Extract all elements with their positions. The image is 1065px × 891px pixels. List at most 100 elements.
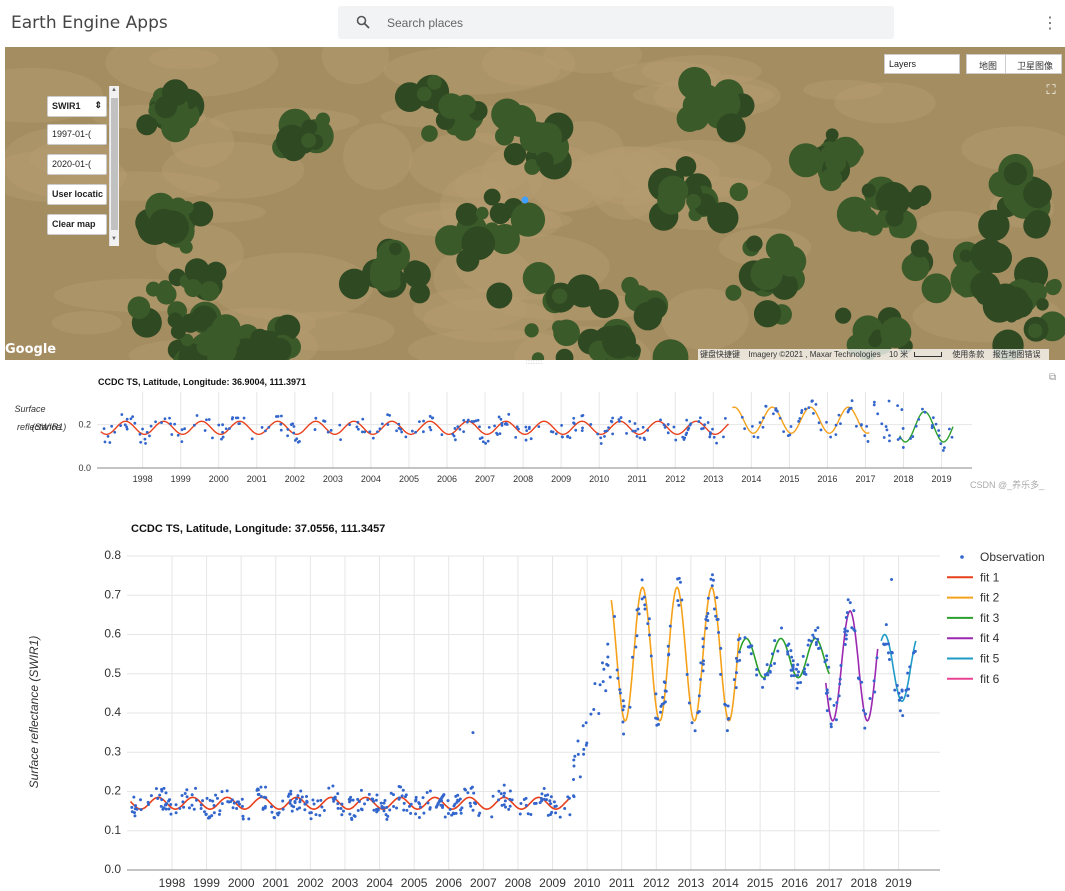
map-type-satellite-button[interactable]: 卫星图像 xyxy=(1017,61,1054,71)
observation-point xyxy=(145,430,149,434)
observation-point xyxy=(884,623,888,627)
observation-point xyxy=(312,802,316,806)
observation-point xyxy=(540,792,544,796)
observation-point xyxy=(582,752,586,756)
observation-point xyxy=(854,424,858,428)
observation-point xyxy=(897,698,901,702)
observation-point xyxy=(410,429,414,433)
observation-point xyxy=(622,732,626,736)
end-date-input[interactable]: 2020-01-( xyxy=(47,154,107,175)
y-tick-label: 0.8 xyxy=(104,548,121,562)
observation-point xyxy=(305,800,309,804)
search-input[interactable]: Search places xyxy=(387,16,464,30)
observation-point xyxy=(519,801,523,805)
layers-dropdown[interactable]: Layers xyxy=(884,54,960,74)
legend-label: fit 2 xyxy=(980,591,1000,605)
observation-point xyxy=(288,802,292,806)
observation-point xyxy=(773,639,777,643)
observation-point xyxy=(326,430,330,434)
satellite-map[interactable] xyxy=(5,47,1065,360)
observation-point xyxy=(724,416,727,420)
y-tick-label: 0.3 xyxy=(104,744,121,758)
control-panel: SWIR1 ⇕ 1997-01-( 2020-01-( User locatic … xyxy=(45,86,120,246)
observation-point xyxy=(471,731,475,735)
search-box[interactable]: Search places xyxy=(338,6,894,39)
observation-point xyxy=(549,795,553,799)
x-tick-label: 2006 xyxy=(437,474,457,484)
observation-point xyxy=(451,432,455,436)
observation-point xyxy=(717,631,721,635)
observation-point xyxy=(404,435,408,439)
x-tick-label: 2003 xyxy=(323,474,343,484)
observation-point xyxy=(367,792,371,796)
observation-point xyxy=(421,430,425,434)
observation-point xyxy=(755,668,759,672)
keyboard-shortcuts-link[interactable]: 键盘快捷键 xyxy=(700,350,740,359)
observation-point xyxy=(884,425,888,428)
observation-point xyxy=(606,663,610,667)
clear-map-button[interactable]: Clear map xyxy=(47,214,107,235)
observation-point xyxy=(865,424,869,428)
observation-point xyxy=(666,423,670,426)
observation-point xyxy=(646,622,650,626)
observation-point xyxy=(169,802,173,806)
panel-resize-handle[interactable]: :::::::::: xyxy=(525,360,543,366)
observation-point xyxy=(220,802,224,806)
observation-point xyxy=(339,807,343,811)
observation-point xyxy=(761,685,765,689)
observation-point xyxy=(589,423,593,426)
observation-point xyxy=(386,413,390,417)
user-location-button[interactable]: User locatic xyxy=(47,184,107,205)
observation-point xyxy=(710,584,714,588)
observation-point xyxy=(417,420,421,424)
observation-point xyxy=(154,787,158,791)
terms-link[interactable]: 使用条款 xyxy=(952,350,985,359)
observation-point xyxy=(895,683,899,687)
observation-point xyxy=(715,617,719,621)
observation-point xyxy=(803,667,807,671)
map-type-map-button[interactable]: 地图 xyxy=(979,61,998,71)
observation-point xyxy=(827,665,831,669)
observation-point xyxy=(941,449,945,452)
observation-point xyxy=(211,799,215,803)
observation-point xyxy=(780,626,784,630)
scroll-down-icon[interactable]: ▼ xyxy=(111,236,117,242)
observation-point xyxy=(611,416,615,420)
observation-point xyxy=(303,802,307,806)
observation-point xyxy=(572,758,576,762)
observation-point xyxy=(800,409,804,412)
observation-point xyxy=(130,805,134,809)
observation-point xyxy=(418,805,422,809)
observation-point xyxy=(888,439,891,443)
expand-chart-icon[interactable]: ⧉ xyxy=(1049,372,1057,383)
report-error-link[interactable]: 报告地图错误 xyxy=(992,350,1041,359)
observation-point xyxy=(442,793,446,797)
scroll-up-icon[interactable]: ▲ xyxy=(111,87,117,93)
band-select[interactable]: SWIR1 ⇕ xyxy=(47,96,107,117)
observation-point xyxy=(857,676,861,680)
observation-point xyxy=(761,425,765,429)
observation-point xyxy=(160,421,163,425)
chart-large-title: CCDC TS, Latitude, Longitude: 37.0556, 1… xyxy=(131,523,385,535)
observation-point xyxy=(647,633,651,637)
observation-point xyxy=(738,650,742,654)
start-date-input[interactable]: 1997-01-( xyxy=(47,124,107,145)
observation-point xyxy=(133,421,137,425)
fullscreen-icon[interactable]: ⛶ xyxy=(1046,82,1056,97)
app-header: Earth Engine Apps Search places ⋮ xyxy=(0,0,1065,47)
observation-point xyxy=(123,423,127,427)
scrollbar-thumb[interactable] xyxy=(111,98,118,230)
y-tick-label: 0.0 xyxy=(104,862,121,876)
observation-point xyxy=(828,697,832,701)
observation-point xyxy=(835,701,839,705)
observation-point xyxy=(375,810,379,814)
observation-point xyxy=(518,812,522,816)
observation-point xyxy=(319,798,323,802)
observation-point xyxy=(218,809,222,813)
observation-point xyxy=(528,425,531,429)
observation-point xyxy=(237,802,241,806)
control-panel-scrollbar[interactable]: ▲ ▼ xyxy=(109,86,119,246)
observation-point xyxy=(382,801,386,805)
observation-point xyxy=(472,791,476,795)
kebab-menu-icon[interactable]: ⋮ xyxy=(1042,15,1058,32)
